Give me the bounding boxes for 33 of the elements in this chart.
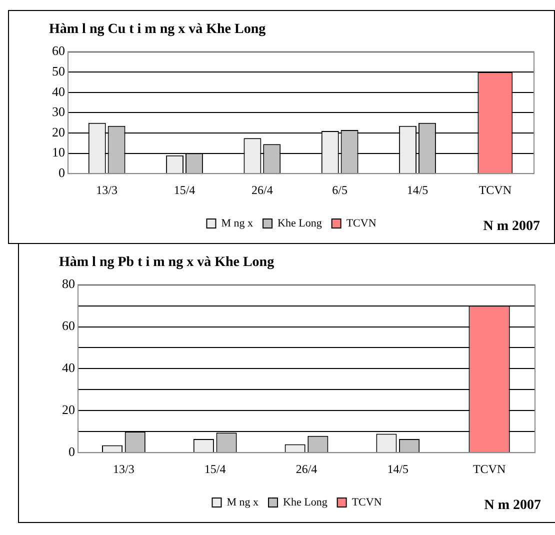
- y-tick-label: 40: [62, 360, 75, 376]
- y-tick-label: 10: [52, 144, 65, 160]
- legend-label: TCVN: [352, 496, 382, 508]
- x-tick-label: 26/4: [251, 182, 273, 197]
- x-tick-label: 15/4: [174, 182, 196, 197]
- legend-label: M ng x: [221, 217, 254, 230]
- x-tick-label: 14/5: [406, 182, 428, 197]
- chart-title: Hàm l ng Pb t i m ng x và Khe Long: [59, 255, 274, 270]
- x-tick-label: 15/4: [204, 462, 226, 476]
- y-tick-label: 30: [52, 104, 65, 120]
- legend-label: Khe Long: [278, 217, 322, 230]
- x-tick-label: 14/5: [387, 462, 409, 476]
- chart-title: Hàm l ng Cu t i m ng x và Khe Long: [49, 22, 266, 38]
- x-tick-label: 13/3: [113, 462, 134, 476]
- legend-label: Khe Long: [283, 496, 328, 508]
- legend-label: M ng x: [226, 496, 260, 508]
- y-tick-label: 0: [68, 444, 75, 460]
- legend-label: TCVN: [346, 217, 376, 230]
- x-tick-label: 26/4: [296, 462, 318, 476]
- y-tick-label: 60: [62, 318, 75, 334]
- y-tick-label: 40: [52, 84, 65, 99]
- x-tick-label: TCVN: [472, 462, 506, 476]
- y-tick-label: 0: [58, 165, 65, 180]
- y-tick-label: 50: [52, 64, 65, 79]
- text: N m 2007: [483, 219, 540, 235]
- x-tick-label: 6/5: [332, 182, 348, 197]
- text: N m 2007: [484, 498, 541, 514]
- x-tick-label: TCVN: [478, 182, 512, 197]
- y-tick-label: 80: [62, 276, 75, 292]
- y-tick-label: 20: [52, 124, 65, 140]
- y-tick-label: 60: [52, 43, 65, 58]
- x-tick-label: 13/3: [96, 182, 118, 197]
- y-tick-label: 20: [62, 402, 75, 418]
